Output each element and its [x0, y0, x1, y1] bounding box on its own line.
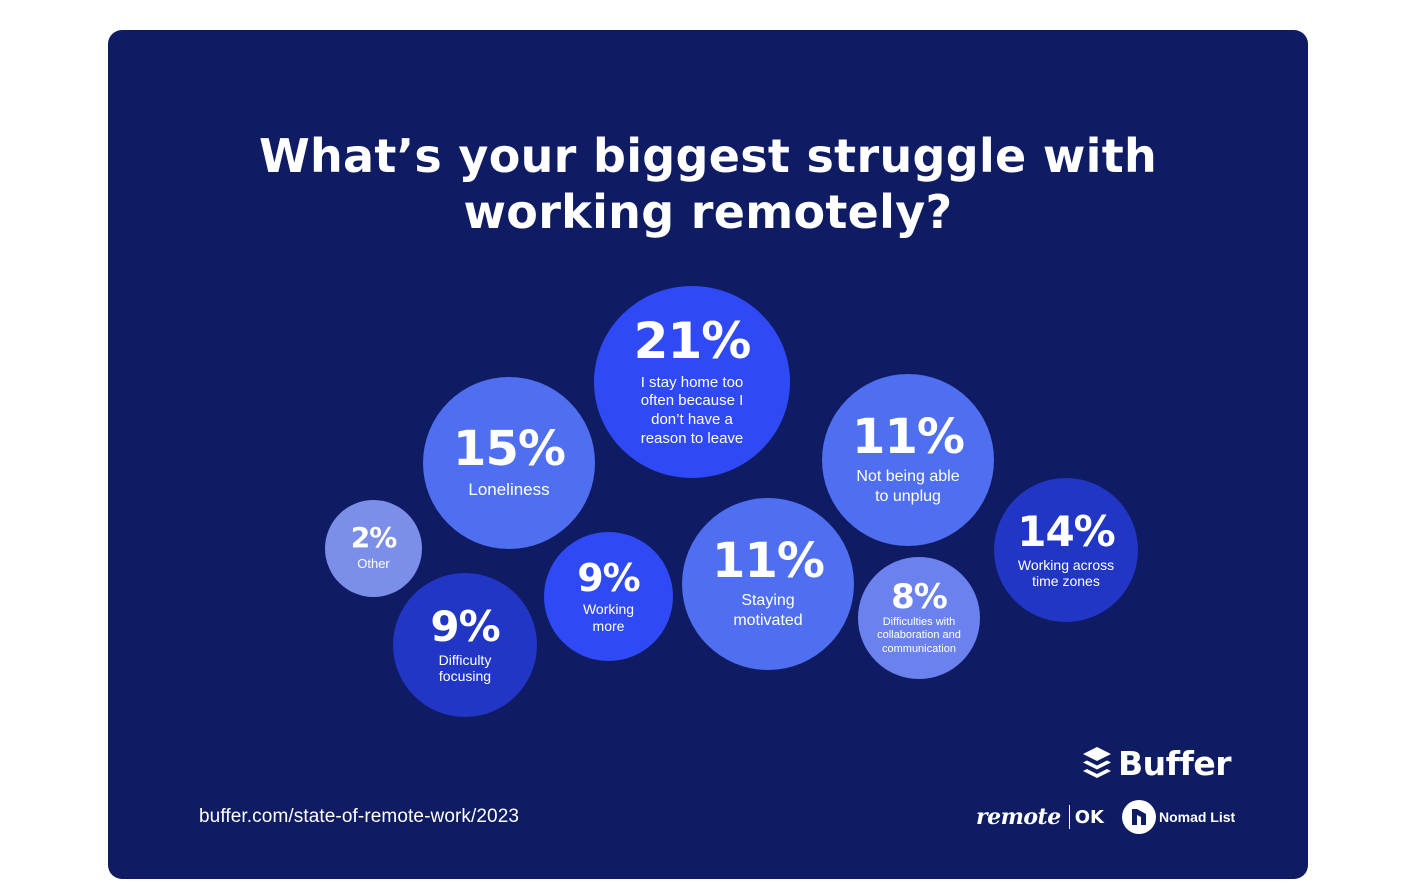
bubble-value: 15% — [453, 421, 566, 478]
nomad-list-wordmark: Nomad List — [1158, 809, 1236, 825]
bubble-label: Loneliness — [468, 480, 550, 500]
bubble-value: 21% — [633, 311, 752, 370]
bubble-label: Other — [357, 556, 390, 572]
bubble-loneliness: 15% Loneliness — [423, 377, 595, 549]
chart-title: What’s your biggest struggle with workin… — [108, 128, 1308, 240]
bubble-value: 9% — [577, 556, 641, 601]
bubble-value: 9% — [430, 601, 500, 651]
bubble-label: Difficulty focusing — [438, 651, 492, 684]
bubble-value: 8% — [891, 577, 948, 618]
bubble-working-more: 9% Working more — [544, 532, 673, 661]
chart-title-line-2: working remotely? — [463, 185, 953, 239]
infographic-card: What’s your biggest struggle with workin… — [108, 30, 1308, 879]
bubble-label: Working more — [582, 601, 635, 634]
bubble-label: Not being able to unplug — [856, 468, 960, 505]
bubble-collaboration: 8% Difficulties with collaboration and c… — [858, 557, 980, 679]
buffer-logo: Buffer — [1082, 744, 1232, 783]
bubble-value: 11% — [852, 409, 965, 465]
bubble-time-zones: 14% Working across time zones — [994, 478, 1138, 622]
bubble-staying-motivated: 11% Staying motivated — [682, 498, 854, 670]
logo-separator — [1068, 805, 1070, 829]
source-url: buffer.com/state-of-remote-work/2023 — [199, 806, 520, 827]
bubble-label: Staying motivated — [733, 592, 803, 629]
bubble-label: Difficulties with collaboration and comm… — [877, 616, 961, 655]
bubble-label: I stay home too often because I don’t ha… — [640, 373, 744, 447]
bubble-value: 14% — [1017, 506, 1116, 556]
bubble-difficulty-focusing: 9% Difficulty focusing — [393, 573, 537, 717]
bubble-value: 11% — [712, 533, 825, 589]
remote-logo: remote — [976, 804, 1061, 830]
bubble-stay-home: 21% I stay home too often because I don’… — [594, 286, 790, 478]
bubble-other: 2% Other — [325, 500, 422, 597]
ok-logo: OK — [1074, 806, 1104, 828]
bubble-unplug: 11% Not being able to unplug — [822, 374, 994, 546]
chart-title-line-1: What’s your biggest struggle with — [258, 129, 1158, 183]
partner-logos: remote OK Nomad List — [976, 800, 1235, 834]
buffer-wordmark: Buffer — [1118, 744, 1232, 783]
buffer-stack-icon — [1083, 746, 1111, 778]
bubble-label: Working across time zones — [1017, 556, 1115, 589]
bubble-value: 2% — [350, 521, 398, 555]
nomad-list-icon — [1121, 800, 1156, 834]
